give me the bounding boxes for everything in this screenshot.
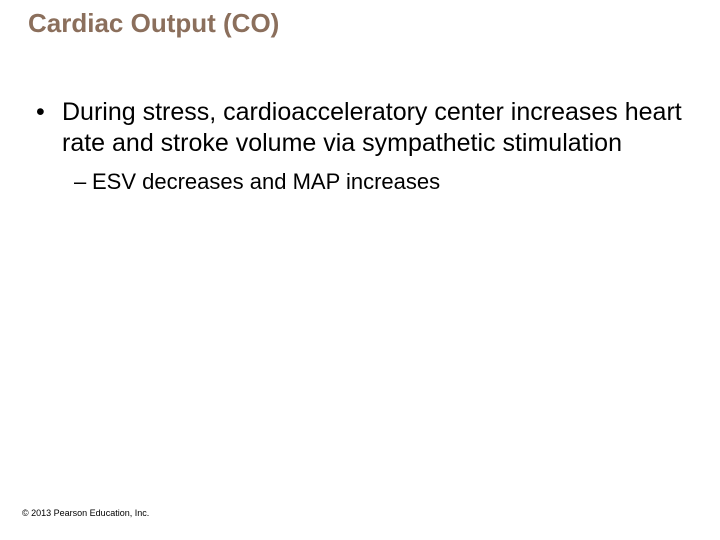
copyright-text: © 2013 Pearson Education, Inc.: [22, 508, 149, 518]
bullet-level-1: • During stress, cardioacceleratory cent…: [36, 97, 692, 158]
bullet-level-2: – ESV decreases and MAP increases: [74, 168, 692, 196]
bullet-dash-icon: –: [74, 168, 92, 196]
bullet-2-text: ESV decreases and MAP increases: [92, 168, 440, 196]
slide-title: Cardiac Output (CO): [28, 8, 692, 39]
bullet-1-text: During stress, cardioacceleratory center…: [62, 97, 692, 158]
slide-container: Cardiac Output (CO) • During stress, car…: [0, 0, 720, 540]
bullet-dot-icon: •: [36, 97, 62, 158]
